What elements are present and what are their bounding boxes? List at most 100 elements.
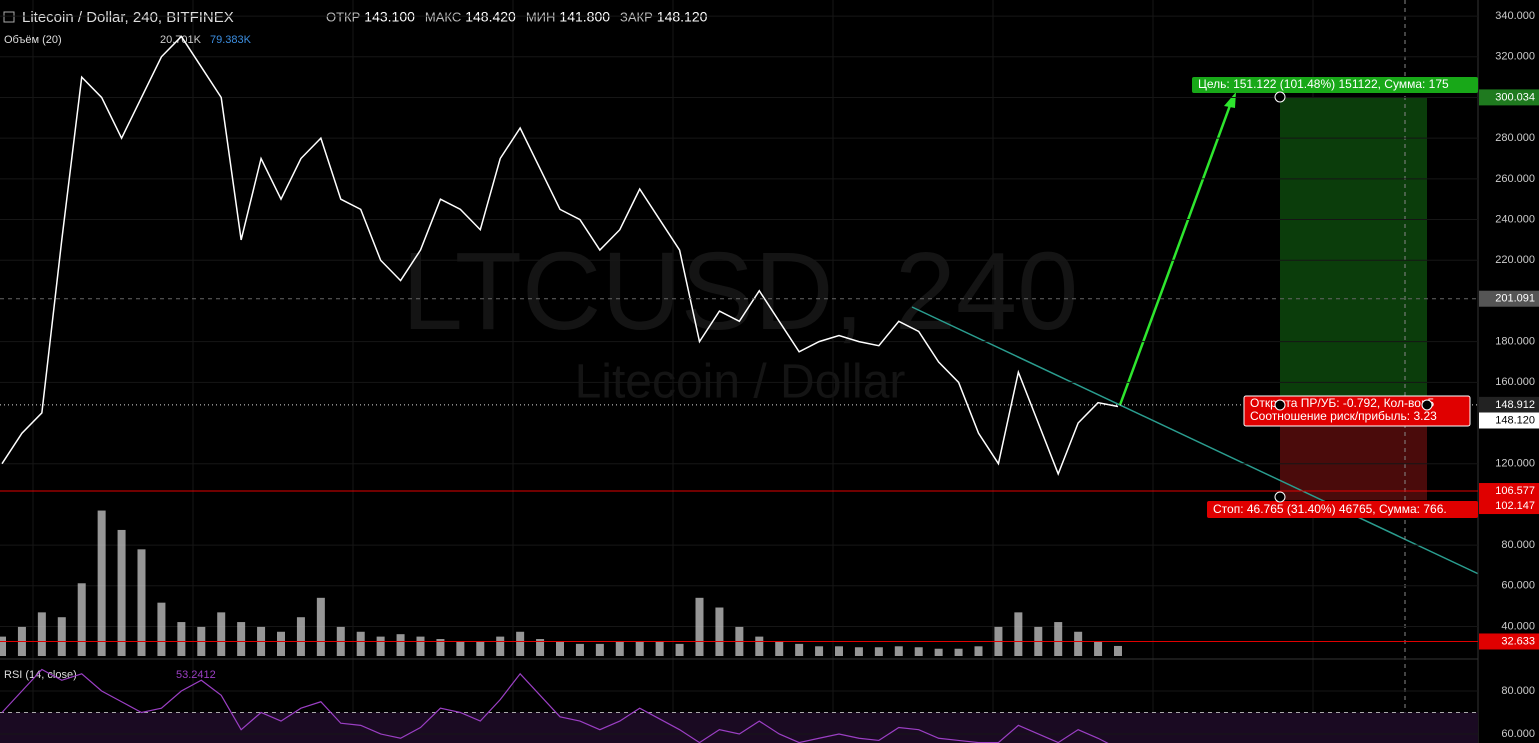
volume-bar xyxy=(1074,631,1083,656)
volume-bar xyxy=(37,612,46,656)
volume-bar xyxy=(934,648,943,656)
rsi-line xyxy=(1,668,1109,743)
volume-bar xyxy=(556,641,564,656)
watermark: LTCUSD, 240 xyxy=(402,230,1079,353)
y-tick-label: 240.000 xyxy=(1495,213,1535,225)
volume-bar xyxy=(57,617,66,656)
ohlc-label: ОТКР xyxy=(326,9,360,24)
volume-bar xyxy=(894,646,903,656)
volume-label: Объём (20) xyxy=(4,34,62,46)
volume-bar xyxy=(516,631,525,656)
volume-bar xyxy=(177,622,186,656)
price-tag xyxy=(1479,89,1539,106)
volume-bar xyxy=(536,639,545,656)
volume-value: 20.701K xyxy=(160,34,202,46)
ohlc-value: 148.420 xyxy=(465,9,516,25)
volume-bar xyxy=(97,510,106,656)
volume-bar xyxy=(296,617,305,656)
price-axis xyxy=(1478,0,1539,743)
volume-bar xyxy=(0,636,6,656)
price-tag xyxy=(1479,412,1539,429)
open-box xyxy=(1243,395,1471,427)
y-tick-label: 40.000 xyxy=(1501,620,1535,632)
volume-bar xyxy=(396,634,405,656)
volume-bar xyxy=(974,646,983,656)
volume-bar xyxy=(755,636,764,656)
y-tick-label: 280.000 xyxy=(1495,132,1535,144)
target-label: Цель: 151.122 (101.48%) 151122, Сумма: 1… xyxy=(1198,77,1449,91)
price-tag xyxy=(1479,498,1539,515)
volume-bar xyxy=(854,647,863,656)
volume-bar xyxy=(217,612,226,656)
volume-bar xyxy=(615,641,624,656)
volume-ma: 79.383K xyxy=(210,34,252,46)
volume-bar xyxy=(1014,612,1023,656)
ohlc-value: 143.100 xyxy=(364,9,415,25)
volume-bar xyxy=(775,641,784,656)
open-label: Открыта ПР/УБ: -0.792, Кол-во: 5 xyxy=(1250,396,1435,410)
rsi-value: 53.2412 xyxy=(176,669,216,681)
target-tag xyxy=(1192,77,1478,93)
y-tick-label: 160.000 xyxy=(1495,376,1535,388)
volume-bar xyxy=(835,646,843,656)
target-arrow xyxy=(1118,99,1234,406)
handle xyxy=(1274,91,1286,103)
volume-bar xyxy=(316,597,325,656)
volume-bar xyxy=(1094,641,1103,656)
volume-bar xyxy=(137,549,146,656)
volume-bar xyxy=(416,636,425,656)
price-tag-label: 300.034 xyxy=(1495,91,1535,103)
volume-bar xyxy=(655,641,664,656)
price-line xyxy=(1,35,1119,476)
volume-bar xyxy=(675,643,684,656)
volume-bar xyxy=(376,636,385,656)
rsi-tick-label: 60.000 xyxy=(1501,728,1535,740)
volume-bar xyxy=(635,641,644,656)
volume-bar xyxy=(954,648,963,656)
price-tag xyxy=(1479,396,1539,413)
volume-bar xyxy=(356,631,365,656)
ohlc-label: ЗАКР xyxy=(620,9,653,24)
arrow-head xyxy=(1224,92,1236,108)
handle xyxy=(1421,399,1433,411)
handle xyxy=(1274,399,1286,411)
handle xyxy=(1274,491,1286,503)
trend-line xyxy=(911,306,1486,578)
y-tick-label: 340.000 xyxy=(1495,10,1535,22)
target-zone xyxy=(1280,97,1427,405)
price-tag-label: 32.633 xyxy=(1501,635,1535,647)
y-tick-label: 60.000 xyxy=(1501,580,1535,592)
ratio-label: Соотношение риск/прибыль: 3.23 xyxy=(1250,409,1437,423)
volume-bar xyxy=(1054,622,1063,656)
stop-label: Стоп: 46.765 (31.40%) 46765, Сумма: 766. xyxy=(1213,502,1447,516)
volume-bar xyxy=(496,636,505,656)
volume-bar xyxy=(715,607,724,656)
y-tick-label: 320.000 xyxy=(1495,51,1535,63)
rsi-band xyxy=(0,712,1478,743)
volume-bar xyxy=(237,622,246,656)
y-tick-label: 80.000 xyxy=(1501,539,1535,551)
volume-bar xyxy=(795,643,804,656)
price-tag xyxy=(1479,633,1539,650)
symbol[interactable]: Litecoin / Dollar, 240, BITFINEX xyxy=(22,9,234,26)
y-tick-label: 180.000 xyxy=(1495,336,1535,348)
volume-bar xyxy=(476,641,485,656)
volume-bar xyxy=(914,647,923,656)
y-tick-label: 260.000 xyxy=(1495,173,1535,185)
ohlc-value: 141.800 xyxy=(559,9,610,25)
volume-bar xyxy=(77,583,86,656)
price-tag xyxy=(1479,290,1539,307)
ohlc-value: 148.120 xyxy=(657,9,708,25)
ohlc-label: МИН xyxy=(526,9,556,24)
price-tag-label: 148.912 xyxy=(1495,399,1535,411)
stop-tag xyxy=(1207,501,1478,518)
menu-icon[interactable] xyxy=(3,11,15,23)
volume-bar xyxy=(595,643,604,656)
volume-bar xyxy=(695,597,704,656)
rsi-tick-label: 80.000 xyxy=(1501,685,1535,697)
volume-bar xyxy=(157,602,166,656)
volume-bar xyxy=(117,529,126,656)
volume-bar xyxy=(815,646,824,656)
price-tag-label: 106.577 xyxy=(1495,485,1535,497)
